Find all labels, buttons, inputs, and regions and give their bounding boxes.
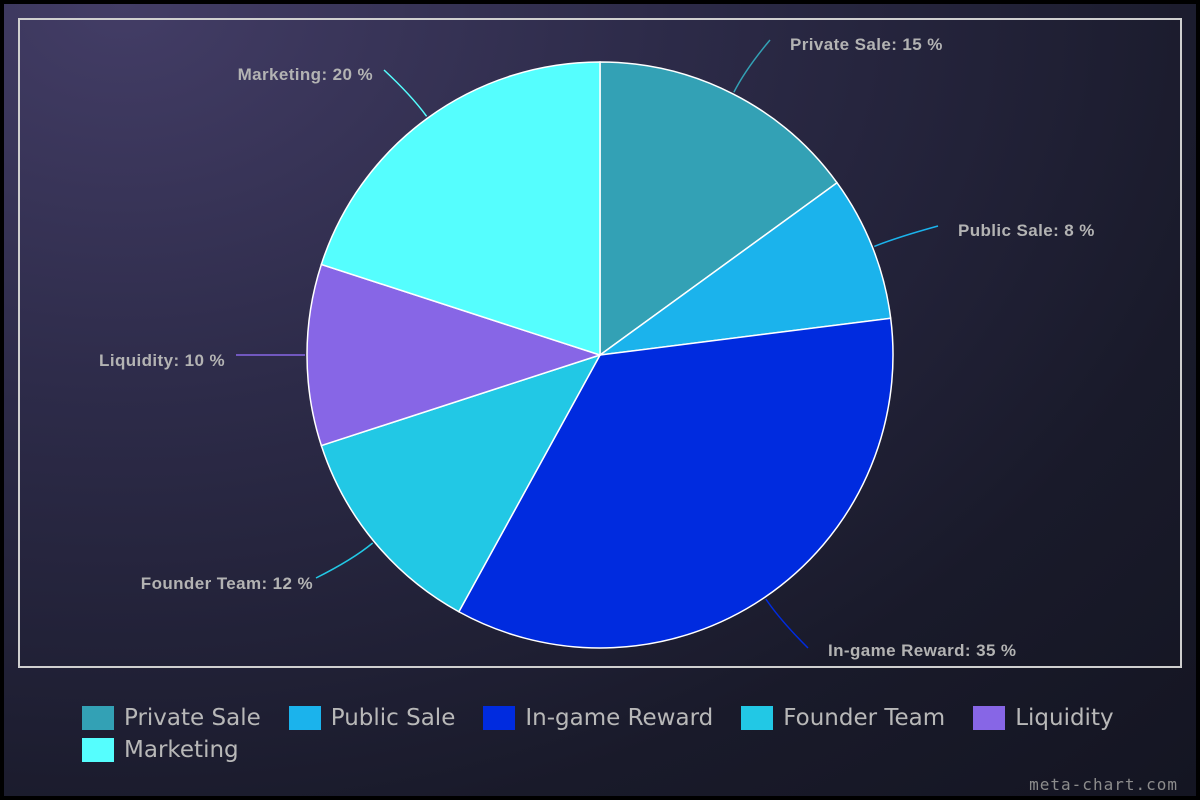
leader-line-private-sale: [733, 39, 771, 93]
legend: Private Sale Public Sale In-game Reward Fou…: [82, 704, 1162, 764]
pie-slices: [306, 61, 894, 649]
slice-label-in-game-reward: In-game Reward: 35 %: [828, 641, 1016, 660]
pie-slice-liquidity: [306, 263, 603, 447]
legend-label: Founder Team: [783, 705, 946, 731]
leader-lines: [236, 39, 939, 649]
leader-line-in-game-reward: [765, 598, 809, 649]
slice-label-private-sale: Private Sale: 15 %: [790, 35, 943, 54]
leader-line-founder-team: [315, 542, 374, 579]
legend-item-founder-team: Founder Team: [741, 704, 945, 732]
pie-slice-founder-team: [320, 353, 602, 613]
legend-swatch: [288, 706, 321, 730]
legend-label: In-game Reward: [525, 705, 714, 731]
legend-label: Marketing: [124, 737, 239, 763]
slice-labels: Private Sale: 15 % Public Sale: 8 % In-gam…: [99, 35, 1095, 660]
pie-slice-marketing: [320, 61, 601, 357]
slice-label-public-sale: Public Sale: 8 %: [958, 221, 1095, 240]
legend-item-marketing: Marketing: [82, 736, 239, 764]
slice-label-founder-team: Founder Team: 12 %: [141, 574, 313, 593]
pie-slice-private-sale: [599, 61, 839, 357]
legend-swatch: [82, 706, 114, 730]
legend-item-public-sale: Public Sale: [288, 704, 456, 732]
pie-slice-public-sale: [599, 181, 892, 356]
legend-label: Liquidity: [1015, 705, 1114, 731]
legend-item-private-sale: Private Sale: [82, 704, 261, 732]
legend-swatch: [483, 706, 516, 730]
pie-slice-in-game-reward: [457, 317, 894, 649]
watermark: meta-chart.com: [1029, 775, 1178, 794]
slice-label-marketing: Marketing: 20 %: [238, 65, 373, 84]
leader-line-marketing: [383, 69, 428, 117]
legend-label: Public Sale: [330, 705, 456, 731]
legend-label: Private Sale: [124, 705, 261, 731]
legend-item-in-game-reward: In-game Reward: [483, 704, 713, 732]
legend-swatch: [82, 738, 114, 762]
leader-line-public-sale: [874, 225, 939, 248]
legend-swatch: [973, 706, 1006, 730]
slice-label-liquidity: Liquidity: 10 %: [99, 351, 225, 370]
legend-swatch: [741, 706, 774, 730]
legend-item-liquidity: Liquidity: [973, 704, 1114, 732]
plot-area-border: [18, 18, 1182, 668]
